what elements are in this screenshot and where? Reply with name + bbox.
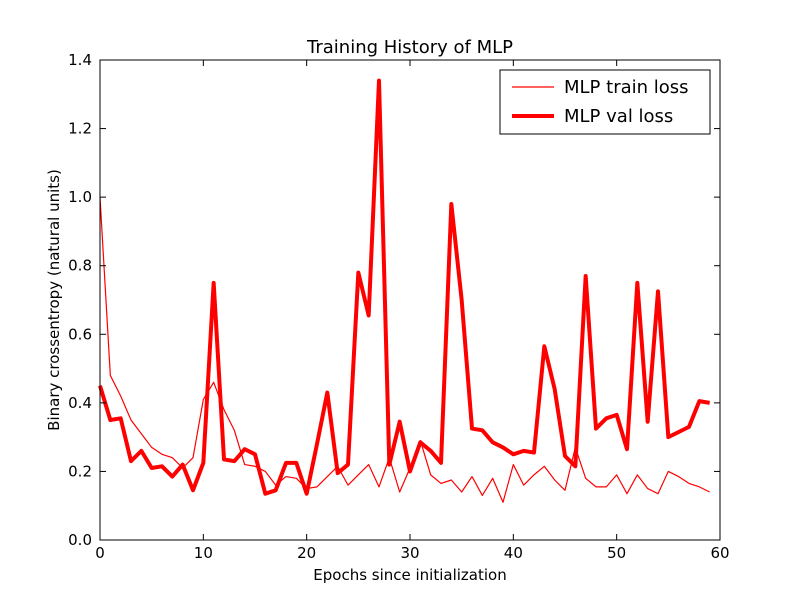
x-tick-label: 20 xyxy=(297,544,316,562)
x-tick-label: 40 xyxy=(504,544,523,562)
y-tick-label: 1.4 xyxy=(68,51,92,69)
legend-label-2: MLP val loss xyxy=(564,106,673,127)
y-tick-label: 0.6 xyxy=(68,325,92,343)
legend-label-1: MLP train loss xyxy=(564,77,689,98)
x-tick-label: 30 xyxy=(400,544,419,562)
y-tick-label: 0.2 xyxy=(68,462,92,480)
y-tick-label: 0.8 xyxy=(68,257,92,275)
series-line-2 xyxy=(98,78,710,496)
plot-area: 0 10 20 30 40 50 60 0.0 0.2 0.4 0.6 0.8 1.0 1.2 1.4 xyxy=(68,51,729,562)
legend-box xyxy=(499,69,711,135)
x-tick-label: 10 xyxy=(194,544,213,562)
y-tick-label: 1.0 xyxy=(68,188,92,206)
y-tick-label: 0.4 xyxy=(68,394,92,412)
x-tick-label: 60 xyxy=(710,544,729,562)
legend: MLP train loss MLP val loss xyxy=(499,69,711,135)
x-tick-label: 50 xyxy=(607,544,626,562)
y-tick-label: 1.2 xyxy=(68,120,92,138)
x-tick-label: 0 xyxy=(95,544,105,562)
chart-title: Training History of MLP xyxy=(306,37,513,58)
y-tick-label: 0.0 xyxy=(68,531,92,549)
x-axis-label: Epochs since initialization xyxy=(313,566,506,584)
y-axis-label: Binary crossentropy (natural units) xyxy=(45,169,63,431)
series-line-1 xyxy=(99,197,710,503)
